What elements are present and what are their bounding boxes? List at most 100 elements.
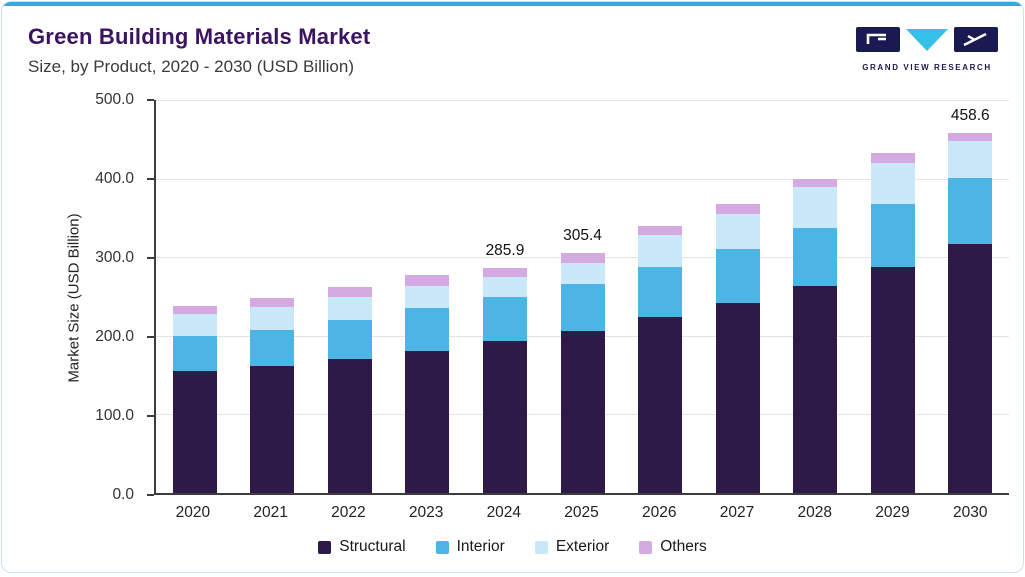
bar-segment-exterior-2028 — [793, 187, 838, 229]
bar-segment-others-2027 — [715, 203, 760, 215]
legend-label-others: Others — [660, 538, 707, 555]
bar-column-2022 — [311, 100, 389, 493]
bar-column-2025: 305.4 — [544, 100, 622, 493]
bar-segment-interior-2024 — [482, 296, 527, 342]
bar-column-2024: 285.9 — [466, 100, 544, 493]
y-tick-mark — [147, 178, 154, 180]
bar-segment-exterior-2025 — [560, 262, 605, 284]
legend-item-structural: Structural — [318, 538, 406, 556]
bar-segment-interior-2028 — [793, 228, 838, 286]
x-tick-label-2023: 2023 — [408, 504, 444, 521]
bar-segment-structural-2020 — [172, 371, 217, 493]
x-axis-labels: 2020 2021 2022 2023 2024 2025 2026 2027 2028 2029… — [154, 504, 1009, 522]
bar-segment-others-2030 — [948, 132, 993, 141]
bar-segment-exterior-2027 — [715, 214, 760, 249]
y-tick-mark — [147, 99, 154, 101]
x-tick-label-2025: 2025 — [564, 504, 599, 521]
bar-segment-structural-2028 — [793, 285, 838, 493]
chart-subtitle: Size, by Product, 2020 - 2030 (USD Billi… — [28, 57, 354, 76]
x-tick-label-2024: 2024 — [486, 504, 522, 521]
bar-segment-others-2025 — [560, 252, 605, 263]
value-label-2024: 285.9 — [485, 242, 525, 260]
bar-segment-others-2021 — [250, 298, 295, 307]
page-title: Green Building Materials Market — [28, 24, 371, 49]
plot-area: 285.9 305.4 458.6 — [154, 100, 1009, 495]
y-tick-label: 300.0 — [95, 249, 134, 266]
legend-item-others: Others — [639, 538, 707, 556]
legend-item-exterior: Exterior — [534, 538, 610, 556]
bar-column-2020 — [156, 100, 234, 493]
x-tick-label-2028: 2028 — [797, 504, 832, 521]
gvr-logo-icon — [856, 27, 998, 52]
stacked-bar-2028 — [793, 178, 838, 493]
legend-label-interior: Interior — [456, 538, 505, 555]
y-tick-label: 500.0 — [95, 91, 134, 108]
stacked-bar-2029 — [870, 152, 915, 493]
stacked-bar-2021 — [250, 298, 295, 493]
y-tick-mark — [147, 336, 154, 338]
stacked-bar-2026 — [638, 225, 683, 493]
bar-segment-interior-2027 — [715, 248, 760, 303]
bar-segment-structural-2022 — [327, 359, 372, 493]
y-axis-ticks — [147, 99, 154, 496]
bar-column-2023 — [389, 100, 467, 493]
top-accent-bar — [2, 2, 1023, 6]
bar-segment-exterior-2023 — [405, 285, 450, 309]
bar-column-2026 — [621, 100, 699, 493]
bar-segment-exterior-2020 — [172, 313, 217, 336]
bar-segment-interior-2023 — [405, 308, 450, 351]
value-label-2025: 305.4 — [563, 226, 602, 244]
bar-segment-exterior-2022 — [327, 297, 372, 321]
x-tick-label-2022: 2022 — [331, 504, 366, 521]
chart-header: Green Building Materials Market Size, by… — [28, 24, 370, 77]
bar-segment-interior-2030 — [948, 177, 993, 244]
gvr-logo: GRAND VIEW RESEARCH — [853, 26, 1001, 72]
bar-segment-interior-2029 — [870, 203, 915, 267]
y-tick-label: 100.0 — [95, 407, 134, 424]
bar-segment-structural-2025 — [560, 331, 605, 493]
bar-segment-others-2020 — [172, 305, 217, 314]
bar-segment-structural-2024 — [482, 341, 527, 493]
bar-segment-structural-2027 — [715, 302, 760, 493]
x-tick-label-2029: 2029 — [875, 504, 910, 521]
bar-segment-structural-2023 — [405, 350, 450, 493]
bar-segment-others-2024 — [482, 268, 527, 277]
legend-swatch-exterior — [534, 540, 548, 554]
y-axis-title: Market Size (USD Billion) — [65, 213, 83, 383]
bars-container: 285.9 305.4 458.6 — [156, 100, 1009, 493]
bar-segment-interior-2025 — [560, 283, 605, 332]
value-label-2030: 458.6 — [950, 106, 990, 124]
x-tick-label-2027: 2027 — [719, 504, 755, 521]
gridline — [156, 100, 1009, 101]
bar-segment-interior-2022 — [327, 320, 372, 360]
legend-swatch-structural — [318, 540, 332, 554]
bar-column-2030: 458.6 — [931, 100, 1009, 493]
bar-segment-exterior-2026 — [638, 235, 683, 267]
x-tick-label-2030: 2030 — [952, 504, 988, 521]
bar-segment-others-2022 — [327, 287, 372, 298]
legend-label-exterior: Exterior — [555, 538, 610, 555]
stacked-bar-2023 — [405, 275, 450, 493]
gridline — [156, 178, 1009, 180]
x-tick-label-2021: 2021 — [253, 504, 288, 521]
y-tick-mark — [147, 415, 154, 417]
bar-segment-exterior-2021 — [250, 306, 295, 330]
y-tick-label: 0.0 — [112, 486, 134, 503]
bar-segment-others-2029 — [870, 152, 915, 163]
bar-column-2028 — [776, 100, 854, 493]
stacked-bar-2020 — [172, 305, 217, 493]
legend-label-structural: Structural — [339, 538, 406, 555]
bar-segment-structural-2026 — [638, 316, 683, 493]
bar-segment-exterior-2029 — [870, 162, 915, 204]
bar-segment-structural-2029 — [870, 266, 915, 493]
bar-segment-others-2028 — [793, 178, 838, 188]
stacked-bar-2022 — [327, 287, 372, 493]
bar-segment-structural-2021 — [250, 366, 295, 493]
bar-segment-interior-2021 — [250, 329, 295, 367]
y-tick-label: 200.0 — [95, 328, 134, 345]
bar-segment-interior-2026 — [638, 266, 683, 317]
legend-swatch-others — [639, 540, 653, 554]
bar-column-2021 — [234, 100, 312, 493]
bar-segment-structural-2030 — [948, 243, 993, 493]
